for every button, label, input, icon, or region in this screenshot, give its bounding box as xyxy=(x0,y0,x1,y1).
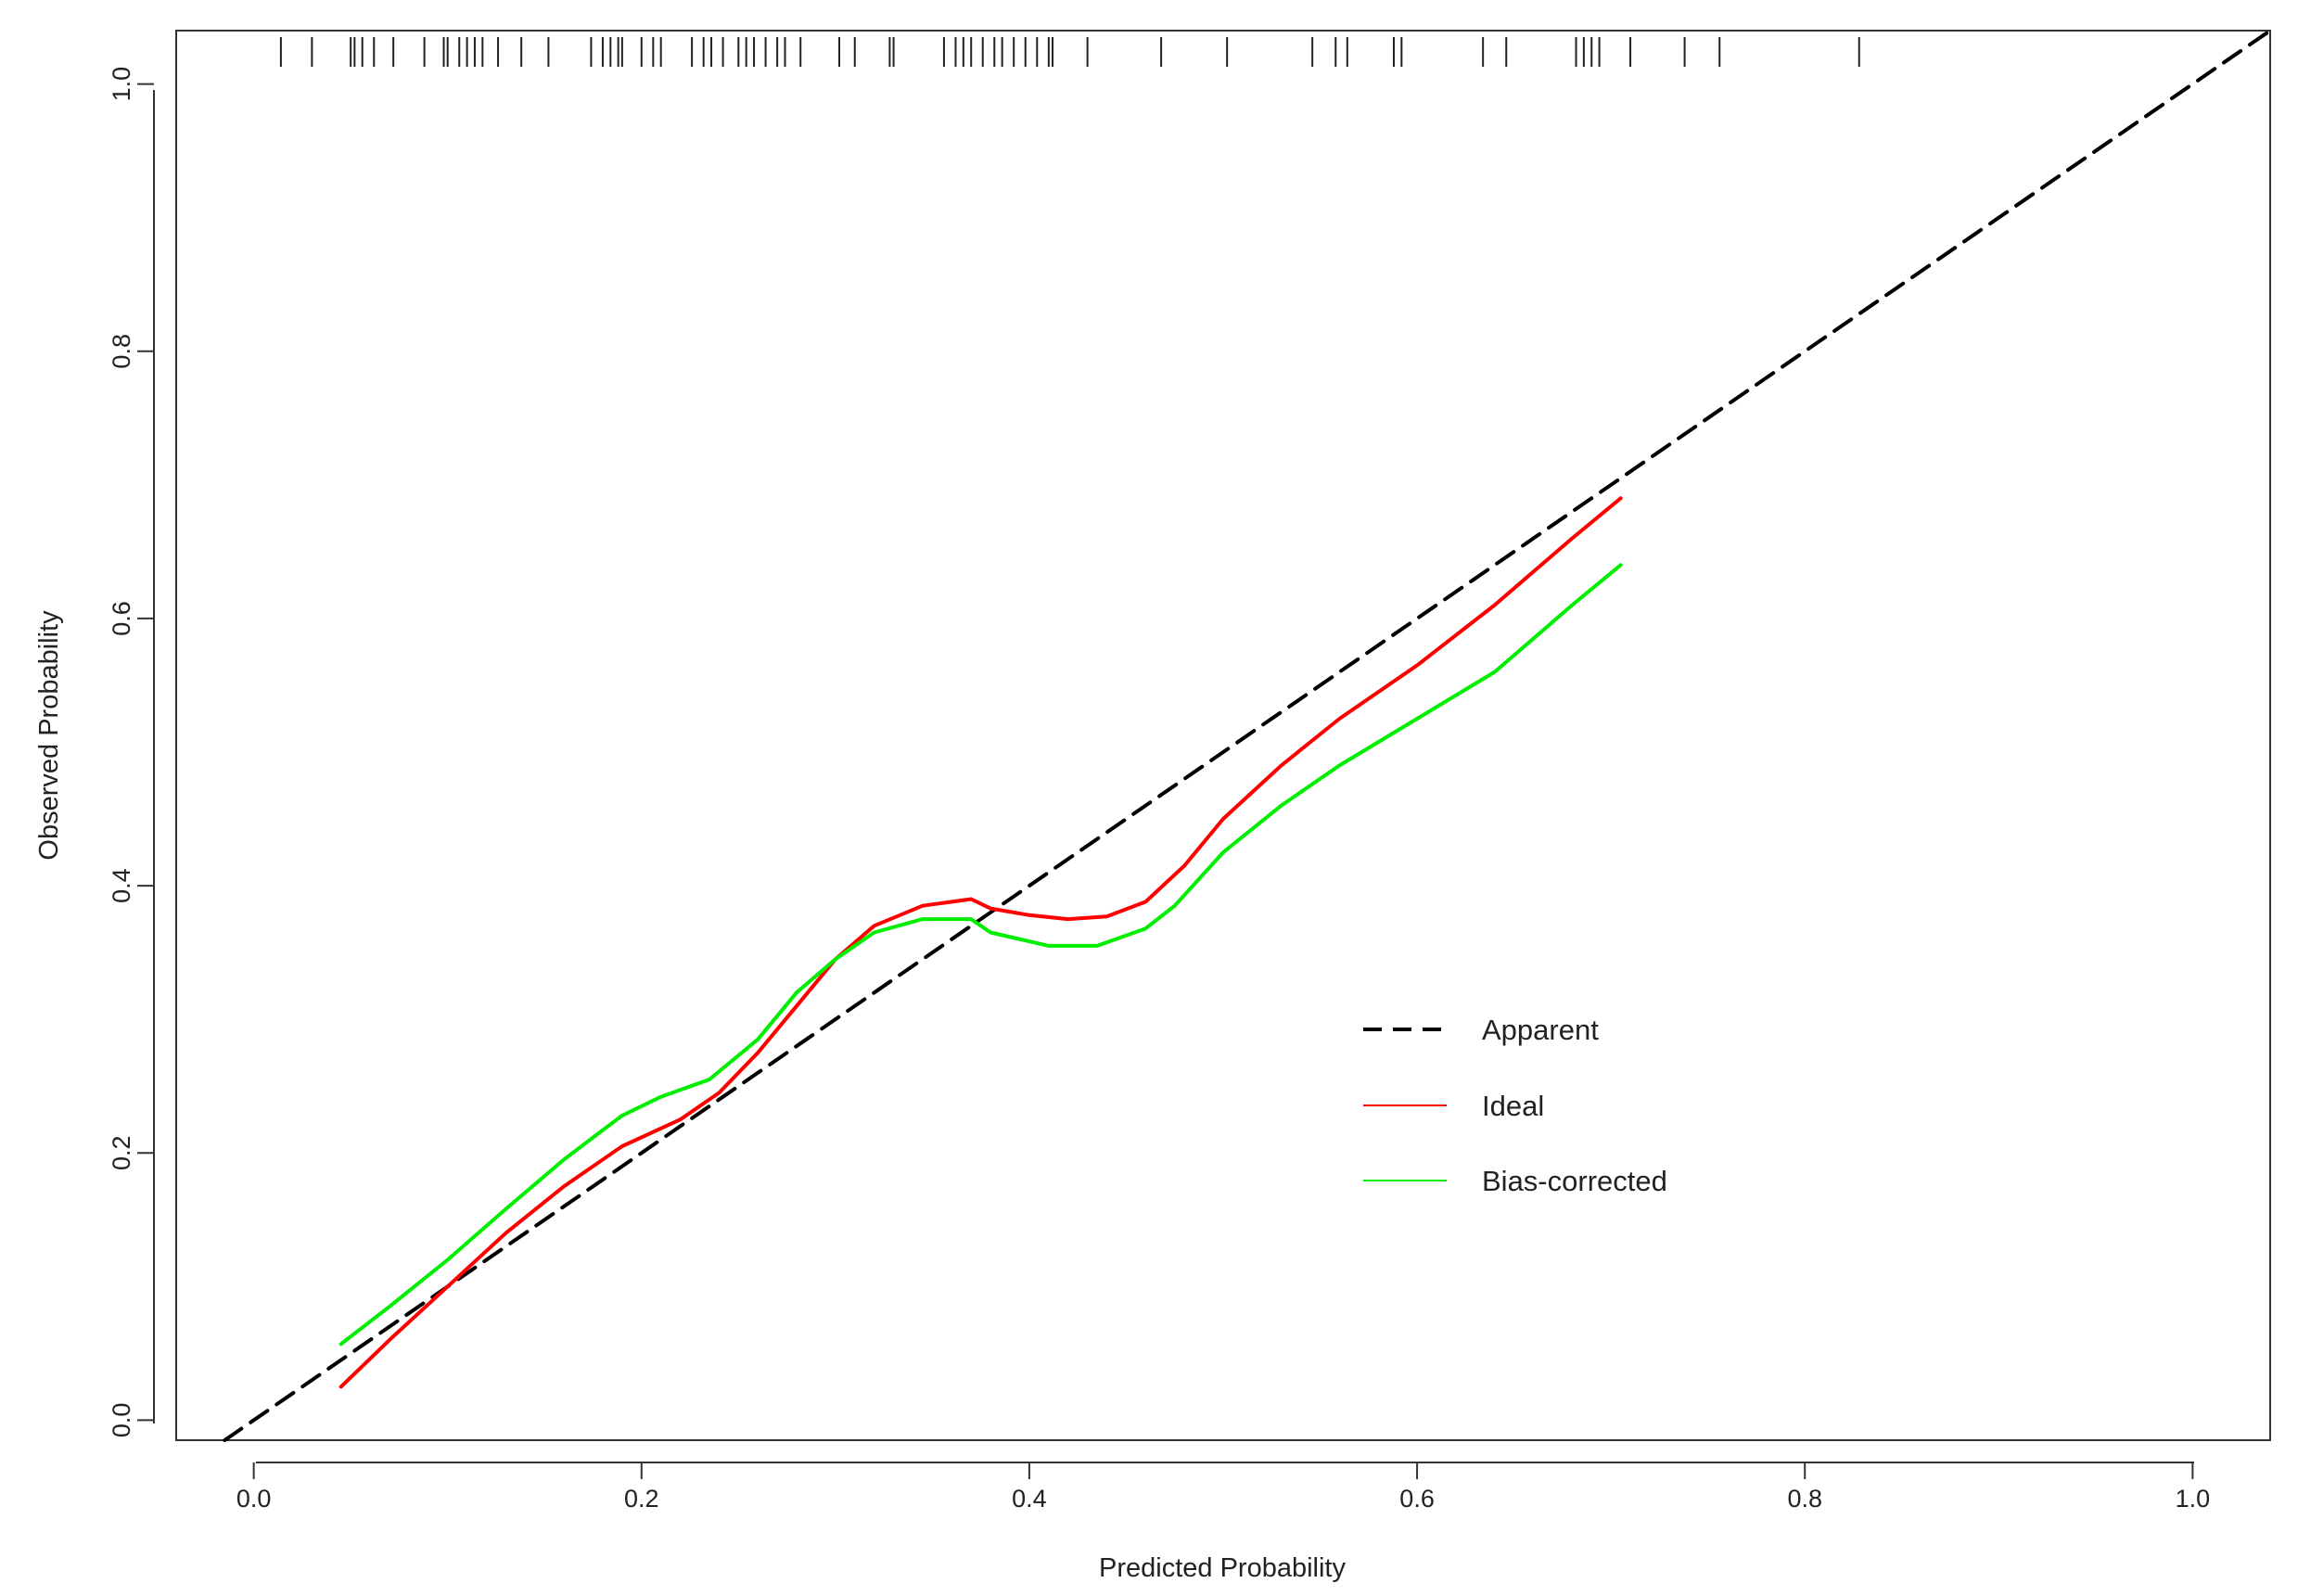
legend-label-bias-corrected: Bias-corrected xyxy=(1482,1165,1667,1197)
legend-label-apparent: Apparent xyxy=(1482,1014,1599,1046)
x-axis-ticks: 0.0 0.2 0.4 0.6 0.8 1.0 xyxy=(236,1462,2210,1513)
y-axis-ticks: 0.0 0.2 0.4 0.6 0.8 1.0 xyxy=(108,67,154,1437)
plot-frame xyxy=(175,30,2271,1441)
series-line-apparent xyxy=(223,29,2272,1442)
y-tick-label: 0.6 xyxy=(108,601,135,636)
y-tick-label: 0.4 xyxy=(108,868,135,903)
x-axis-label: Predicted Probability xyxy=(1099,1553,1346,1583)
legend-label-ideal: Ideal xyxy=(1482,1090,1544,1122)
y-axis-label: Observed Probability xyxy=(34,610,64,861)
legend: Apparent Ideal Bias-corrected xyxy=(1363,1014,1667,1197)
x-tick-label: 0.8 xyxy=(1787,1485,1822,1513)
x-tick-label: 0.0 xyxy=(236,1485,272,1513)
rug-marks xyxy=(279,37,1860,67)
series-line-ideal xyxy=(338,496,1623,1389)
y-tick-label: 0.2 xyxy=(108,1135,135,1170)
x-tick-label: 1.0 xyxy=(2176,1485,2211,1513)
y-tick-label: 0.8 xyxy=(108,334,135,369)
y-tick-label: 1.0 xyxy=(108,67,135,102)
x-tick-label: 0.6 xyxy=(1399,1485,1435,1513)
y-tick-label: 0.0 xyxy=(108,1403,135,1438)
series-layer xyxy=(223,29,2272,1442)
series-line-bias-corrected xyxy=(338,563,1623,1347)
x-tick-label: 0.4 xyxy=(1012,1485,1047,1513)
x-tick-label: 0.2 xyxy=(624,1485,659,1513)
